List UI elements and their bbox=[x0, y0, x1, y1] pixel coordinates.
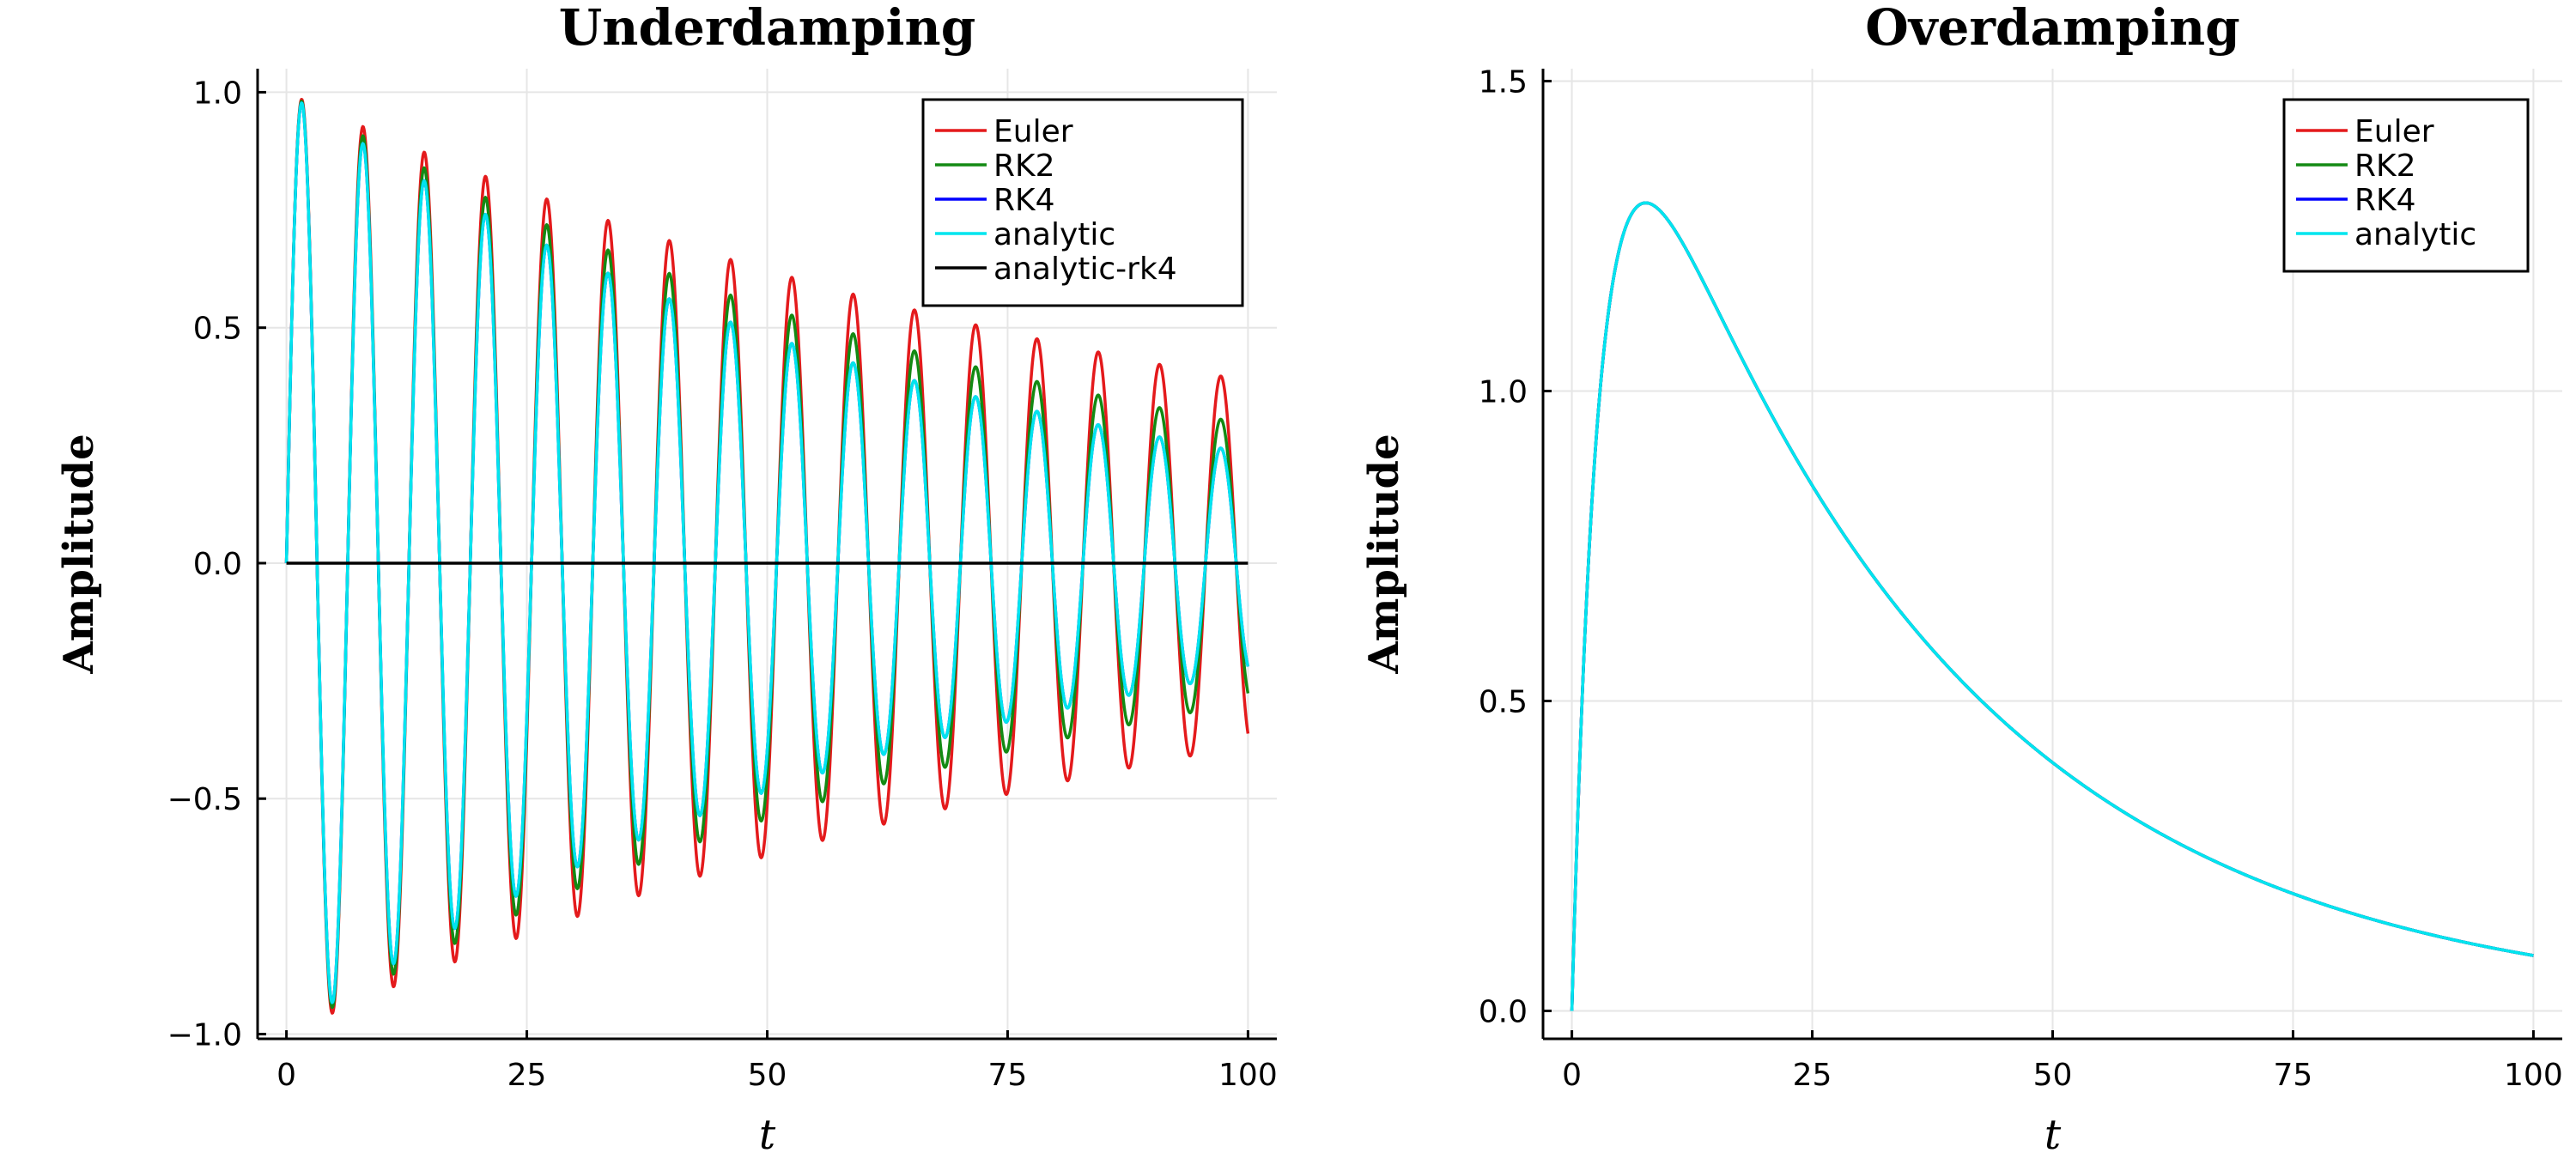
y-tick-label: 1.0 bbox=[1479, 374, 1528, 410]
x-tick-label: 0 bbox=[276, 1058, 296, 1093]
legend-box bbox=[2282, 98, 2530, 273]
chart-panel-1: 0 25 50 75 100 −1.0 −0.5 0.0 0.5 1.0 Underdamping t… bbox=[55, 0, 1278, 1159]
chart-title: Underdamping bbox=[559, 0, 976, 57]
legend-label: RK2 bbox=[2354, 149, 2416, 184]
y-tick-label: 1.0 bbox=[193, 76, 242, 111]
legend-box bbox=[921, 98, 1244, 307]
x-axis-label: t bbox=[759, 1111, 776, 1159]
x-tick-label: 50 bbox=[748, 1058, 787, 1093]
y-axis-label: Amplitude bbox=[55, 434, 103, 674]
legend-label: analytic bbox=[2354, 217, 2476, 252]
legend-label: Euler bbox=[2354, 114, 2434, 149]
chart-panel-2: 0 25 50 75 100 0.0 0.5 1.0 1.5 Overdamping t Amplit… bbox=[1360, 0, 2563, 1159]
legend-label: analytic bbox=[993, 217, 1115, 252]
x-axis-label: t bbox=[2044, 1111, 2062, 1159]
y-tick-label: −0.5 bbox=[167, 782, 242, 817]
legend-label: RK4 bbox=[993, 183, 1055, 218]
x-tick-label: 25 bbox=[507, 1058, 547, 1093]
x-tick-label: 75 bbox=[988, 1058, 1028, 1093]
x-tick-label: 75 bbox=[2274, 1058, 2313, 1093]
legend-label: Euler bbox=[993, 114, 1073, 149]
y-tick-label: 0.5 bbox=[1479, 684, 1528, 719]
y-tick-label: 0.0 bbox=[1479, 995, 1528, 1030]
x-tick-label: 100 bbox=[2504, 1058, 2563, 1093]
x-tick-label: 50 bbox=[2033, 1058, 2073, 1093]
x-tick-label: 25 bbox=[1793, 1058, 1832, 1093]
x-tick-label: 0 bbox=[1562, 1058, 1582, 1093]
y-axis-label: Amplitude bbox=[1360, 434, 1408, 674]
legend-label: RK2 bbox=[993, 149, 1055, 184]
x-tick-label: 100 bbox=[1218, 1058, 1278, 1093]
y-tick-label: 0.0 bbox=[193, 547, 242, 582]
series-line-analytic bbox=[1570, 201, 2535, 1011]
y-tick-label: 0.5 bbox=[193, 312, 242, 347]
y-tick-label: 1.5 bbox=[1479, 64, 1528, 100]
legend-label: RK4 bbox=[2354, 183, 2416, 218]
chart-title: Overdamping bbox=[1865, 0, 2240, 57]
series-line-analytic bbox=[284, 101, 1250, 1004]
y-tick-label: −1.0 bbox=[167, 1018, 242, 1053]
legend-label: analytic-rk4 bbox=[993, 252, 1177, 287]
